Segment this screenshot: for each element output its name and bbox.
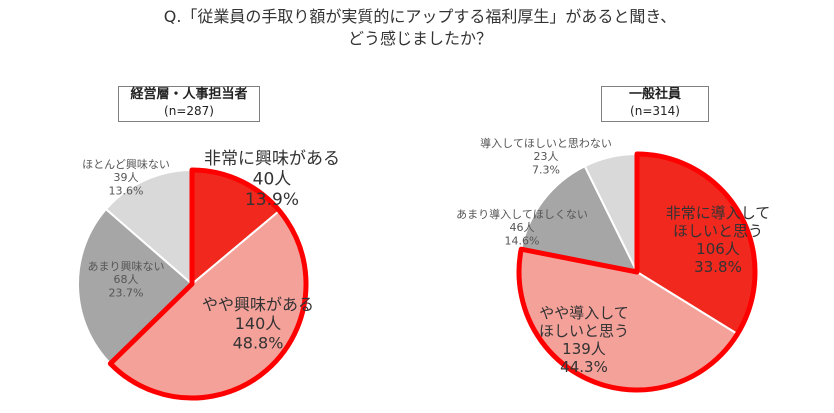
- pie-1-slice-2-label-line-1: 46人: [510, 221, 535, 234]
- pie-0-slice-1-label-line-1: 140人: [235, 314, 282, 333]
- left-chart-subtitle: (n=287): [164, 104, 214, 118]
- pie-0-slice-0-label-line-1: 40人: [253, 169, 292, 189]
- pie-0-slice-1-label-line-2: 48.8%: [233, 333, 284, 352]
- pie-0-slice-2-label-line-1: 68人: [114, 273, 139, 286]
- pie-1-slice-0-label-line-2: 106人: [696, 240, 740, 258]
- pie-1-highlight-outline: [516, 151, 758, 393]
- right-chart-title-box: 一般社員 (n=314): [601, 86, 709, 122]
- right-chart-title: 一般社員: [628, 87, 681, 102]
- pie-0-slice-0-label-line-2: 13.9%: [245, 190, 299, 210]
- question-line-2: どう感じましたか？: [347, 29, 492, 48]
- pie-0-slice-3-label-line-0: ほとんど興味ない: [82, 158, 170, 171]
- pie-1-slice-3-label-line-0: 導入してほしいと思わない: [480, 136, 612, 150]
- pie-0-highlight-outline: [107, 167, 309, 401]
- pie-0-slice-2-label-line-0: あまり興味ない: [88, 260, 165, 273]
- pie-1-slice-3-label-line-1: 23人: [534, 150, 559, 163]
- pie-0-slice-0-label-line-0: 非常に興味がある: [204, 149, 340, 169]
- pie-chart-1: 非常に導入してほしいと思う106人33.8%やや導入してほしいと思う139人44…: [456, 136, 771, 393]
- pie-1-slice-0-label-line-1: ほしいと思う: [673, 222, 763, 240]
- pie-1-slice-3-label-line-2: 7.3%: [532, 163, 560, 176]
- pie-1-slice-1-label-line-0: やや導入して: [539, 304, 629, 322]
- pie-0-slice-2-label-line-2: 23.7%: [109, 286, 144, 299]
- pie-0-slice-1-label-line-0: やや興味がある: [202, 295, 314, 314]
- pie-1-slice-0-label-line-3: 33.8%: [694, 258, 742, 276]
- pie-0-slice-3-label-line-2: 13.6%: [109, 184, 144, 197]
- pie-1-slice-1-label-line-1: ほしいと思う: [539, 322, 629, 340]
- pie-1-slice-1-label-line-2: 139人: [562, 340, 606, 358]
- question-line-1: Q.「従業員の手取り額が実質的にアップする福利厚生」があると聞き、: [163, 7, 677, 26]
- pie-0-slice-3: [104, 168, 193, 287]
- pie-1-slice-2-label-line-0: あまり導入してほしくない: [456, 207, 588, 221]
- left-chart-title-box: 経営層・人事担当者 (n=287): [118, 86, 260, 122]
- question-title: Q.「従業員の手取り額が実質的にアップする福利厚生」があると聞き、 どう感じまし…: [120, 6, 720, 50]
- right-chart-subtitle: (n=314): [630, 104, 680, 118]
- left-chart-title: 経営層・人事担当者: [130, 87, 248, 102]
- pie-1-slice-2-label-line-2: 14.6%: [505, 234, 540, 247]
- pie-0-slice-3-label-line-1: 39人: [114, 171, 139, 184]
- pie-0-slice-2: [77, 207, 194, 366]
- pie-1-slice-2: [520, 164, 639, 274]
- pie-1-slice-0-label-line-0: 非常に導入して: [666, 204, 771, 222]
- pie-1-slice-1-label-line-3: 44.3%: [560, 358, 608, 376]
